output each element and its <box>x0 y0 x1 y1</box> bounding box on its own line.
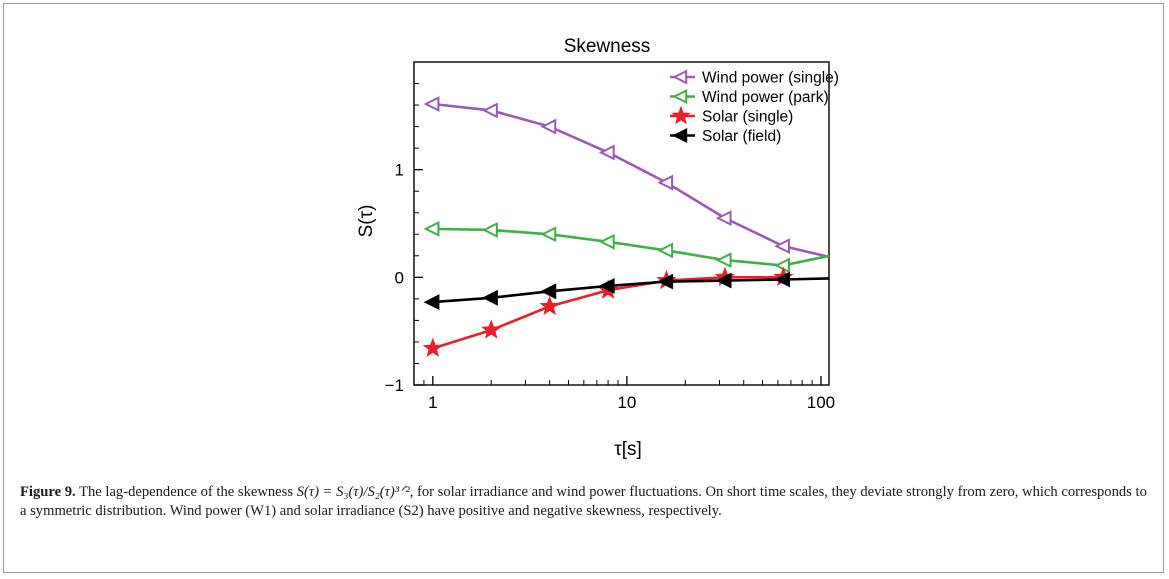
y-tick-label: 1 <box>395 161 404 180</box>
data-point <box>657 242 674 259</box>
data-point <box>540 226 557 243</box>
data-point <box>539 295 560 316</box>
data-point <box>423 220 440 237</box>
data-point <box>715 272 732 289</box>
series-solar-field <box>423 271 830 311</box>
legend-label: Wind power (park) <box>702 89 829 106</box>
caption-label: Figure 9. <box>20 484 76 500</box>
data-point <box>598 144 615 161</box>
legend: Wind power (single) Wind power (park) Sola… <box>670 70 839 145</box>
data-point <box>540 118 557 135</box>
series-line <box>432 227 830 267</box>
data-point <box>657 273 674 290</box>
legend-item: Wind power (park) <box>670 89 829 106</box>
y-tick-label: 0 <box>395 268 404 287</box>
data-point <box>598 233 615 250</box>
x-tick-label: 100 <box>807 393 835 412</box>
data-point <box>774 238 790 255</box>
data-point <box>422 337 444 358</box>
caption-text-1: The lag-dependence of the skewness <box>79 484 294 500</box>
x-tick-label: 1 <box>428 393 437 412</box>
x-axis-label: τ[s] <box>614 439 642 460</box>
y-axis-label: S(τ) <box>356 205 377 238</box>
figure-caption: Figure 9. The lag-dependence of the skew… <box>20 483 1148 521</box>
legend-label: Solar (single) <box>702 109 793 126</box>
data-point <box>715 252 732 269</box>
series-layer <box>422 96 830 358</box>
data-point <box>481 289 498 306</box>
y-tick-label: −1 <box>385 376 404 395</box>
legend-item: Solar (single) <box>670 105 793 126</box>
caption-formula: S(τ) = S₃(τ)/S₂(τ)³ᐟ² <box>296 484 410 500</box>
axes: 1 10 100 −1 0 1 <box>385 61 835 412</box>
legend-marker <box>672 89 688 104</box>
chart-title: Skewness <box>564 36 651 57</box>
legend-label: Solar (field) <box>702 128 781 145</box>
legend-label: Wind power (single) <box>702 70 839 87</box>
data-point <box>774 271 790 288</box>
data-point <box>481 319 502 339</box>
data-point <box>540 283 557 300</box>
data-point <box>481 102 498 119</box>
data-point <box>715 210 732 227</box>
legend-item: Wind power (single) <box>670 70 839 87</box>
series-wind-power-single <box>423 96 830 259</box>
plot-frame <box>413 61 830 386</box>
legend-marker <box>671 105 691 125</box>
legend-marker <box>672 128 688 143</box>
data-point <box>481 222 498 238</box>
series-line <box>432 102 830 259</box>
legend-marker <box>672 69 688 85</box>
legend-item: Solar (field) <box>670 128 781 145</box>
skewness-chart: Skewness τ[s] S(τ) 1 10 100 −1 0 1 Wind power… <box>356 36 839 460</box>
data-point <box>598 278 615 294</box>
data-point <box>423 294 440 311</box>
data-point <box>423 96 440 112</box>
data-point <box>657 174 674 191</box>
caption-text-2: , for solar irradiance and wind power fl… <box>20 484 1147 519</box>
series-line <box>432 277 830 304</box>
series-wind-power-park <box>423 220 830 274</box>
x-tick-label: 10 <box>617 393 636 412</box>
